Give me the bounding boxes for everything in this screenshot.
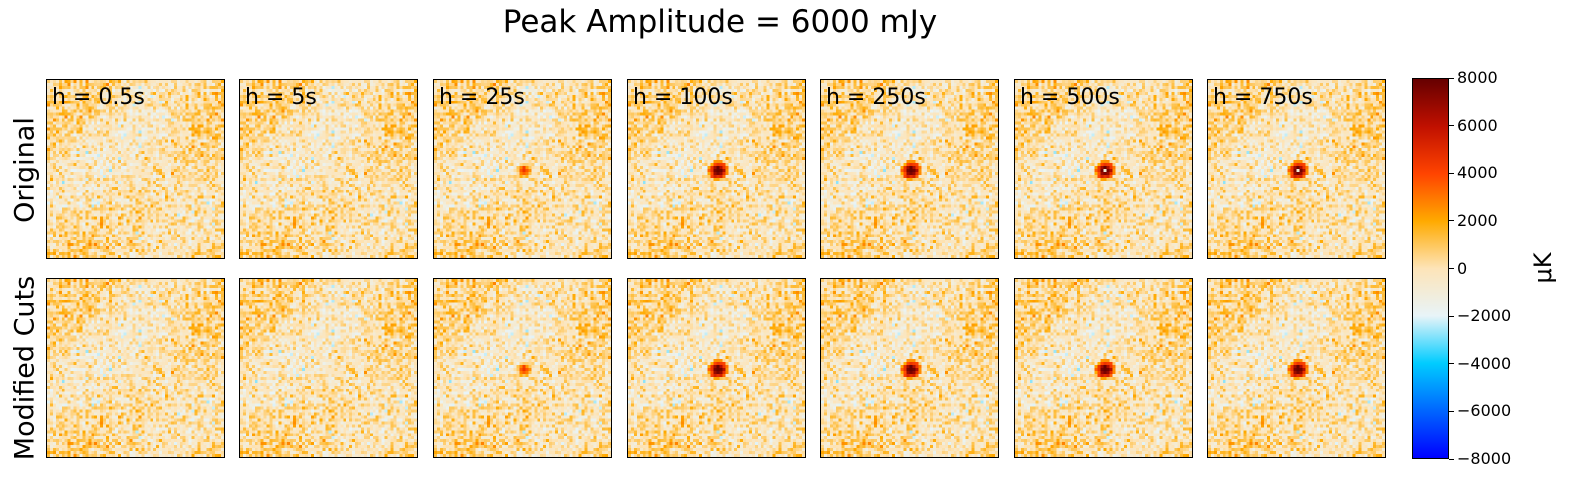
colorbar-tickmark (1449, 125, 1454, 127)
heatmap-canvas (1208, 279, 1385, 457)
heatmap-canvas (628, 80, 805, 258)
heatmap-canvas (1015, 279, 1192, 457)
panel-modified-3 (627, 278, 806, 458)
heatmap-canvas (434, 80, 611, 258)
panel-label: h = 25s (439, 85, 525, 110)
heatmap-canvas (240, 279, 417, 457)
panel-modified-0 (46, 278, 225, 458)
panel-original-0: h = 0.5s (46, 79, 225, 259)
panel-modified-1 (239, 278, 418, 458)
colorbar-tickmark (1449, 268, 1454, 269)
colorbar-tick-label: −8000 (1457, 449, 1512, 468)
heatmap-canvas (628, 279, 805, 457)
panel-label: h = 500s (1020, 85, 1120, 110)
panel-original-2: h = 25s (433, 79, 612, 259)
panel-modified-5 (1014, 278, 1193, 458)
heatmap-canvas (240, 80, 417, 258)
panel-modified-2 (433, 278, 612, 458)
chart-title: Peak Amplitude = 6000 mJy (502, 4, 938, 40)
panel-original-6: h = 750s (1207, 79, 1386, 259)
heatmap-canvas (1208, 80, 1385, 258)
panel-label: h = 0.5s (52, 85, 145, 110)
heatmap-canvas (821, 279, 998, 457)
heatmap-canvas (47, 80, 224, 258)
colorbar-tick-label: −4000 (1457, 353, 1512, 373)
colorbar-label: μK (1529, 252, 1557, 284)
heatmap-canvas (821, 80, 998, 258)
panel-original-3: h = 100s (627, 79, 806, 259)
colorbar-tickmark (1449, 315, 1454, 317)
panel-label: h = 100s (633, 85, 733, 110)
panel-original-4: h = 250s (820, 79, 999, 259)
colorbar-tickmark (1449, 363, 1454, 365)
colorbar-tick-label: −2000 (1457, 306, 1512, 326)
colorbar-tickmark (1449, 77, 1454, 79)
colorbar-tick-label: 8000 (1457, 68, 1498, 87)
colorbar-tickmark (1449, 410, 1454, 412)
panel-modified-4 (820, 278, 999, 458)
colorbar-tickmark (1449, 172, 1454, 174)
colorbar-tick-label: 6000 (1457, 115, 1498, 135)
colorbar-tick-label: −6000 (1457, 401, 1512, 421)
row-label-original: Original (9, 117, 41, 223)
colorbar (1412, 78, 1449, 459)
panel-original-5: h = 500s (1014, 79, 1193, 259)
heatmap-canvas (1015, 80, 1192, 258)
colorbar-tick-label: 0 (1457, 258, 1468, 278)
panel-modified-6 (1207, 278, 1386, 458)
panel-label: h = 5s (245, 85, 317, 110)
heatmap-canvas (434, 279, 611, 457)
panel-original-1: h = 5s (239, 79, 418, 259)
panel-label: h = 250s (826, 85, 926, 110)
row-label-modified-cuts: Modified Cuts (9, 275, 41, 461)
colorbar-tickmark (1449, 220, 1454, 222)
colorbar-tick-label: 2000 (1457, 210, 1498, 230)
panel-label: h = 750s (1213, 85, 1313, 110)
heatmap-canvas (47, 279, 224, 457)
colorbar-tickmark (1449, 458, 1454, 460)
colorbar-tick-label: 4000 (1457, 163, 1498, 183)
